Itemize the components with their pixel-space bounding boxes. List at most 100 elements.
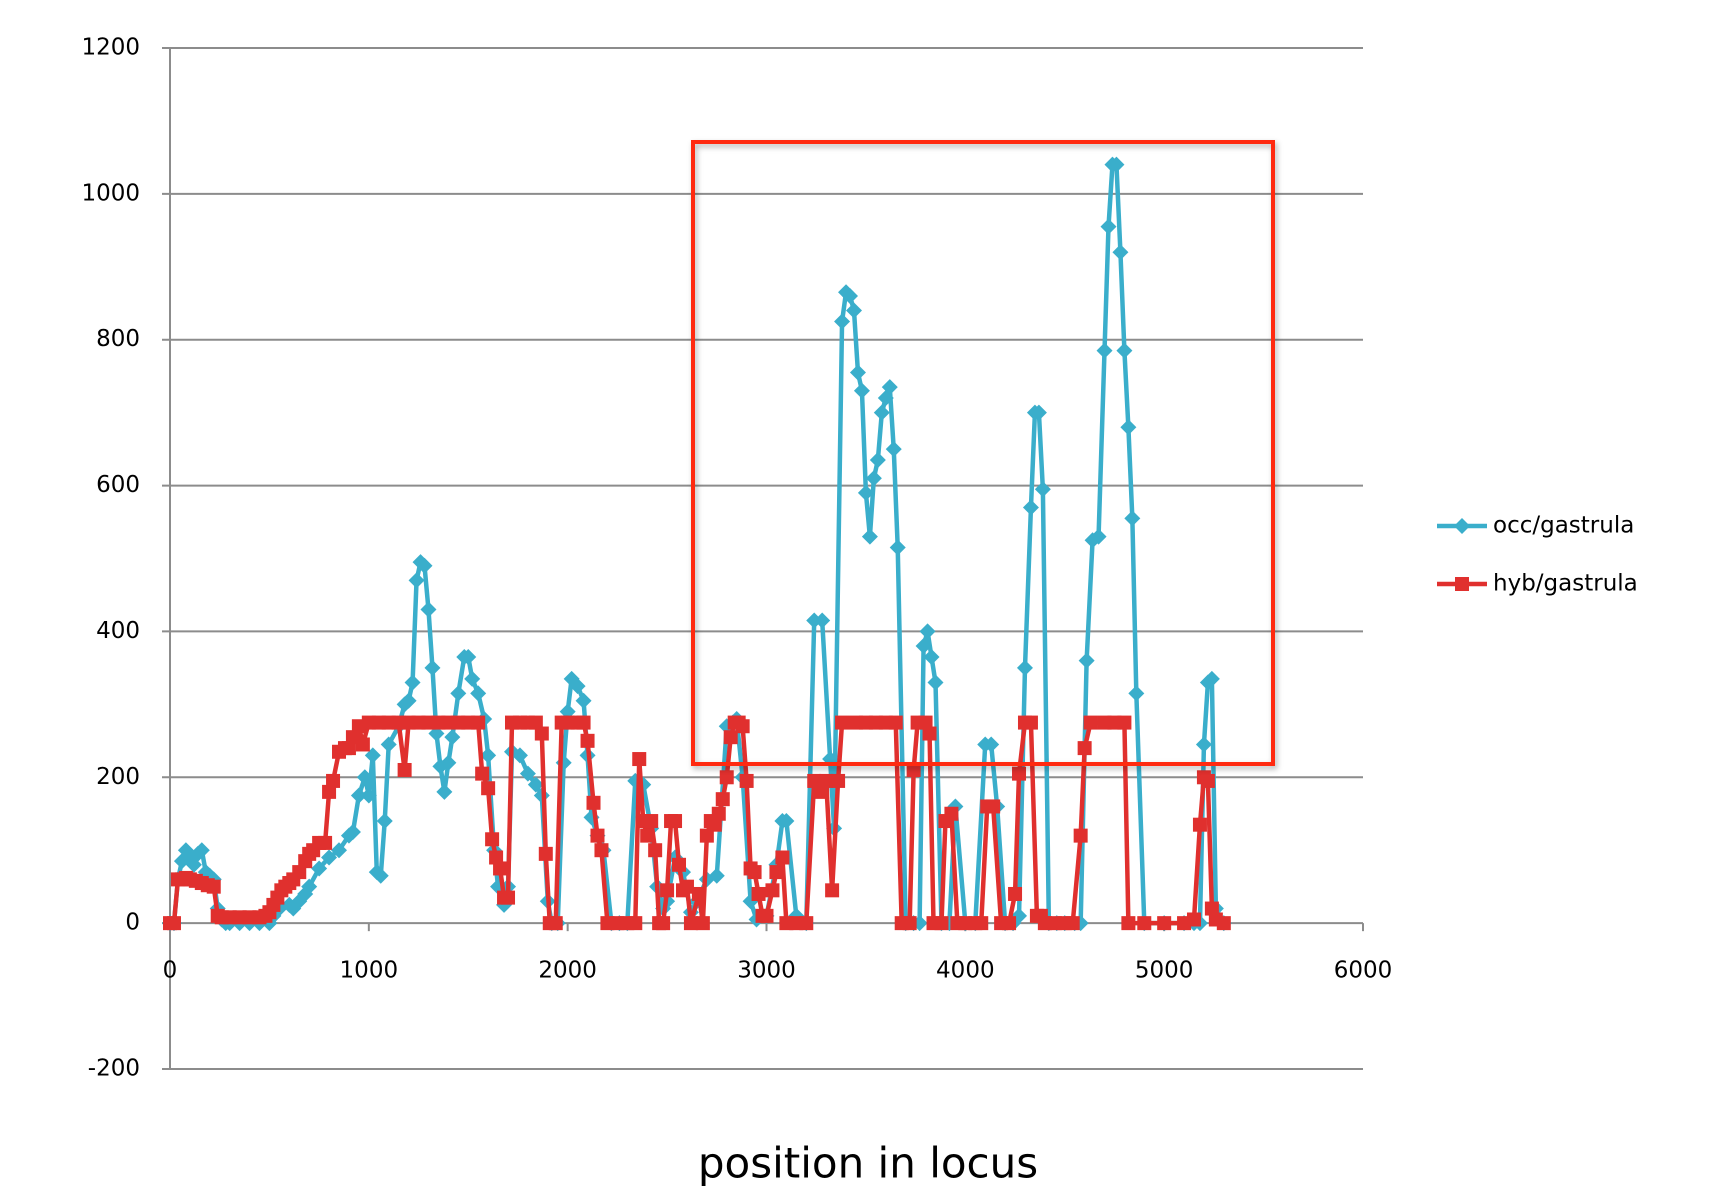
marker <box>922 726 937 741</box>
marker <box>480 747 497 764</box>
marker <box>404 674 421 691</box>
marker <box>292 865 307 880</box>
marker <box>919 623 936 640</box>
marker <box>580 733 595 748</box>
marker <box>814 612 831 629</box>
marker <box>889 539 906 556</box>
marker <box>344 823 361 840</box>
marker <box>301 878 318 895</box>
x-tick-label: 4000 <box>936 958 995 984</box>
marker <box>923 648 940 665</box>
marker <box>511 747 528 764</box>
marker <box>699 828 714 843</box>
marker <box>853 382 870 399</box>
marker <box>1002 916 1017 931</box>
marker <box>918 715 933 730</box>
x-tick-label: 3000 <box>737 958 796 984</box>
grid: -200 0 200 400 600 800 1000 1200 0 1000 2000 3000 40… <box>81 35 1392 1082</box>
marker <box>1077 741 1092 756</box>
marker <box>765 883 780 898</box>
marker <box>460 648 477 665</box>
marker <box>934 916 949 931</box>
y-tick-label: 600 <box>96 472 140 498</box>
marker <box>350 787 367 804</box>
marker <box>881 379 898 396</box>
marker <box>873 404 890 421</box>
marker <box>555 754 572 771</box>
x-tick-label: 0 <box>163 958 178 984</box>
marker <box>747 865 762 880</box>
marker <box>594 843 609 858</box>
marker <box>372 867 389 884</box>
x-tick-label: 1000 <box>340 958 399 984</box>
marker <box>1454 518 1470 534</box>
highlight-box <box>691 140 1275 766</box>
marker <box>569 678 586 695</box>
marker <box>944 806 959 821</box>
marker <box>902 916 917 931</box>
marker <box>656 916 671 931</box>
marker <box>865 470 882 487</box>
marker <box>1100 218 1117 235</box>
marker <box>326 773 341 788</box>
marker <box>534 726 549 741</box>
marker <box>769 865 784 880</box>
marker <box>1008 886 1023 901</box>
marker <box>660 883 675 898</box>
marker <box>1034 481 1051 498</box>
marker <box>397 762 412 777</box>
marker <box>842 287 859 304</box>
marker <box>632 752 647 767</box>
marker <box>1192 817 1207 832</box>
marker <box>1078 652 1095 669</box>
marker <box>1157 916 1172 931</box>
marker <box>311 860 328 877</box>
marker <box>708 867 725 884</box>
marker <box>470 685 487 702</box>
marker <box>735 719 750 734</box>
marker <box>778 813 795 830</box>
marker <box>400 692 417 709</box>
marker <box>927 674 944 691</box>
marker <box>1083 715 1098 730</box>
marker <box>1065 916 1080 931</box>
marker <box>906 762 921 777</box>
marker <box>1117 715 1132 730</box>
marker <box>1121 916 1136 931</box>
marker <box>691 886 706 901</box>
marker <box>471 715 486 730</box>
marker <box>166 916 181 931</box>
marker <box>1203 670 1220 687</box>
marker <box>831 773 846 788</box>
marker <box>1124 510 1141 527</box>
x-tick-label: 2000 <box>538 958 597 984</box>
marker <box>416 557 433 574</box>
marker <box>711 806 726 821</box>
y-tick-label: 400 <box>96 618 140 644</box>
marker <box>857 484 874 501</box>
marker <box>489 850 504 865</box>
marker <box>420 601 437 618</box>
marker <box>1073 828 1088 843</box>
y-tick-label: 0 <box>125 910 140 936</box>
marker <box>356 769 373 786</box>
marker <box>528 715 543 730</box>
marker <box>590 828 605 843</box>
marker <box>815 784 830 799</box>
marker <box>775 850 790 865</box>
marker <box>825 883 840 898</box>
marker <box>440 754 457 771</box>
marker <box>799 916 814 931</box>
y-tick-label: 1200 <box>81 35 140 61</box>
marker <box>206 879 221 894</box>
marker <box>751 886 766 901</box>
marker <box>548 916 563 931</box>
marker <box>538 846 553 861</box>
marker <box>408 572 425 589</box>
x-axis-label: position in locus <box>698 1139 1038 1188</box>
marker <box>475 766 490 781</box>
marker <box>683 916 698 931</box>
marker <box>1016 659 1033 676</box>
marker <box>849 364 866 381</box>
